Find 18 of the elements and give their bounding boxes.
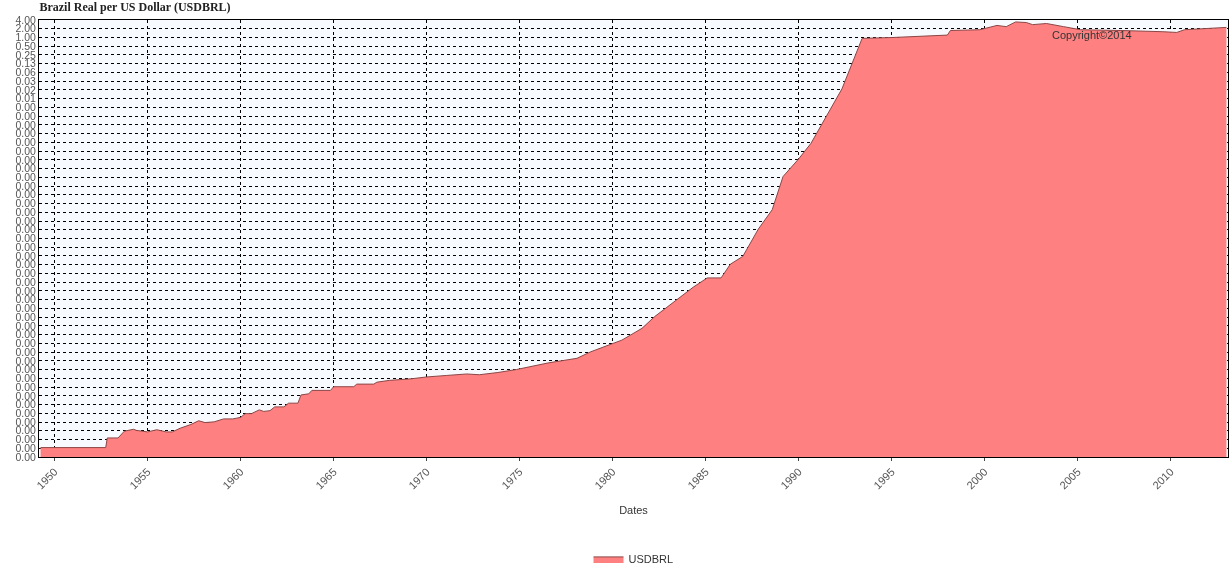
y-tick-label: 0.00 <box>15 267 37 280</box>
y-tick-label: 0.00 <box>15 197 37 210</box>
y-tick-label: 0.00 <box>15 433 37 446</box>
y-tick-label: 1.00 <box>15 31 37 44</box>
y-tick-label: 0.06 <box>15 66 37 79</box>
y-tick-label: 0.00 <box>15 232 37 245</box>
y-tick-label: 0.00 <box>15 372 37 385</box>
y-tick-label: 0.00 <box>15 398 37 411</box>
y-tick-label: 0.00 <box>15 302 37 315</box>
x-axis-title: Dates <box>619 503 649 516</box>
y-tick-label: 0.00 <box>15 136 37 149</box>
chart-title: Brazil Real per US Dollar (USDBRL) <box>39 0 231 15</box>
annotation: Copyright©2014 <box>1052 29 1132 41</box>
y-tick-label: 0.00 <box>15 171 37 183</box>
legend-label: USDBRL <box>628 553 674 566</box>
y-tick-label: 0.00 <box>15 101 37 114</box>
y-tick-label: 4.00 <box>15 13 37 26</box>
y-tick-label: 0.00 <box>15 337 37 350</box>
